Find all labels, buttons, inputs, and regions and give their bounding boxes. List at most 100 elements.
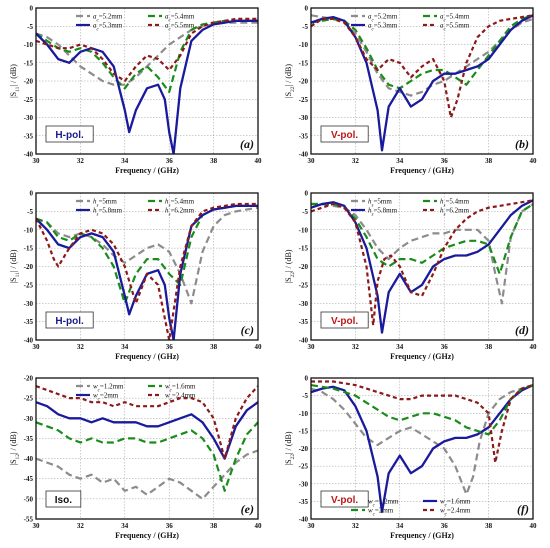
legend-label: ac=5.2mm xyxy=(368,13,398,24)
y-tick-label: -10 xyxy=(299,410,309,418)
y-axis-label: |S12| / (dB) xyxy=(9,431,21,465)
y-tick-label: 0 xyxy=(30,5,34,13)
y-tick-label: -20 xyxy=(24,375,34,383)
plot-frame xyxy=(35,192,259,341)
series-line xyxy=(36,202,258,340)
plot-frame xyxy=(35,7,259,155)
y-tick-label: -40 xyxy=(299,516,309,524)
x-tick-label: 30 xyxy=(308,157,316,165)
pol-label: V-pol. xyxy=(331,316,358,327)
y-tick-label: -40 xyxy=(299,337,309,345)
y-tick-label: -5 xyxy=(302,208,308,216)
y-tick-label: -20 xyxy=(299,445,309,453)
y-tick-label: -10 xyxy=(299,41,309,49)
y-tick-label: -35 xyxy=(24,435,34,443)
x-tick-label: 32 xyxy=(352,522,360,530)
series-line xyxy=(311,14,533,119)
legend-label: wc=1.2mm xyxy=(93,383,124,394)
y-tick-label: -30 xyxy=(24,300,34,308)
series-group xyxy=(311,14,533,152)
legend-label: ac=5.2mm xyxy=(93,13,123,24)
series-line xyxy=(36,19,258,154)
x-tick-label: 34 xyxy=(121,157,129,165)
legend-label: wc=2mm xyxy=(368,507,394,518)
pol-label-box xyxy=(45,490,82,508)
x-tick-label: 36 xyxy=(166,157,174,165)
y-tick-label: 0 xyxy=(305,5,309,13)
x-tick-label: 34 xyxy=(121,343,129,351)
series-line xyxy=(311,202,533,305)
series-line xyxy=(311,380,533,464)
x-tick-label: 38 xyxy=(485,522,493,530)
x-tick-label: 38 xyxy=(210,522,218,530)
x-tick-label: 40 xyxy=(255,522,263,530)
chart-panel-c: 30 32 34 36 38 40 0 -5 -10 -15 -20 -25 -30 -35 -40 Freq… xyxy=(9,190,262,362)
y-tick-label: -50 xyxy=(24,495,34,503)
y-axis-label: |S11| / (dB) xyxy=(9,249,21,283)
x-tick-label: 34 xyxy=(396,343,404,351)
legend-label: hs=5.4mm xyxy=(440,198,470,209)
chart-panel-a: 30 32 34 36 38 40 0 -5 -10 -15 -20 -25 -30 -35 -40 Freq… xyxy=(9,5,262,176)
y-tick-label: -25 xyxy=(24,281,34,289)
x-axis-label: Frequency / (GHz) xyxy=(390,166,454,175)
series-line xyxy=(311,384,533,436)
plot-frame xyxy=(310,377,534,520)
legend-label: wc=2mm xyxy=(93,392,119,403)
legend-label: hs=5.4mm xyxy=(165,198,195,209)
y-axis-label: |S22| / (dB) xyxy=(284,431,296,465)
y-tick-label: -30 xyxy=(299,114,309,122)
y-tick-label: -5 xyxy=(302,23,308,31)
x-tick-label: 34 xyxy=(396,157,404,165)
pol-label: H-pol. xyxy=(55,316,84,327)
legend-label: ac=5.3mm xyxy=(93,22,123,33)
legend-label: ac=5.5mm xyxy=(440,22,470,33)
y-tick-label: -5 xyxy=(27,23,33,31)
pol-label: V-pol. xyxy=(331,495,358,506)
pol-label-box xyxy=(320,490,369,508)
legend-label: hs=5mm xyxy=(368,198,392,209)
x-tick-label: 38 xyxy=(485,157,493,165)
x-tick-label: 30 xyxy=(33,157,41,165)
y-tick-label: -5 xyxy=(27,208,33,216)
legend-label: wc=1.6mm xyxy=(440,498,471,509)
y-tick-label: -25 xyxy=(24,96,34,104)
y-tick-label: 0 xyxy=(305,190,309,198)
y-tick-label: -10 xyxy=(24,226,34,234)
pol-label-box xyxy=(320,311,369,329)
series-line xyxy=(36,206,258,305)
plot-frame xyxy=(35,377,259,520)
legend-label: hs=5.8mm xyxy=(368,207,398,218)
y-tick-label: -20 xyxy=(299,78,309,86)
y-tick-label: -20 xyxy=(24,263,34,271)
series-line xyxy=(311,14,533,90)
panel-tag: (d) xyxy=(515,323,529,337)
x-tick-label: 34 xyxy=(121,522,129,530)
chart-panel-f: 30 32 34 36 38 40 0 -5 -10 -15 -20 -25 -30 -35 -40 Freq… xyxy=(284,375,537,541)
y-tick-label: -45 xyxy=(24,475,34,483)
legend-label: ac=5.5mm xyxy=(165,22,195,33)
y-axis-label: |S11| / (dB) xyxy=(9,64,21,98)
pol-label-box xyxy=(45,311,94,329)
y-tick-label: -25 xyxy=(299,96,309,104)
legend-label: wc=1.6mm xyxy=(165,383,196,394)
y-tick-label: -20 xyxy=(299,263,309,271)
y-tick-label: -40 xyxy=(24,337,34,345)
plot-frame xyxy=(310,7,534,155)
x-axis-label: Frequency / (GHz) xyxy=(115,352,179,361)
series-group xyxy=(36,17,258,154)
legend-label: hs=5.8mm xyxy=(93,207,123,218)
x-tick-label: 38 xyxy=(485,343,493,351)
y-tick-label: -35 xyxy=(24,318,34,326)
legend-label: wc=1.2mm xyxy=(368,498,399,509)
y-tick-label: -5 xyxy=(302,392,308,400)
series-line xyxy=(36,385,258,460)
panel-tag: (f) xyxy=(517,502,529,516)
legend-label: wc=2.4mm xyxy=(440,507,471,518)
series-group xyxy=(36,385,258,500)
y-tick-label: -40 xyxy=(24,455,34,463)
y-tick-label: -30 xyxy=(299,300,309,308)
panel-tag: (a) xyxy=(240,137,254,151)
series-line xyxy=(36,17,258,83)
x-tick-label: 32 xyxy=(77,157,85,165)
series-group xyxy=(311,199,533,334)
